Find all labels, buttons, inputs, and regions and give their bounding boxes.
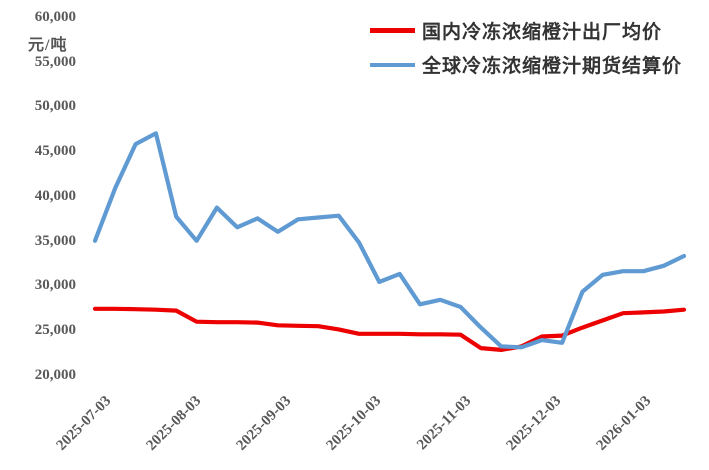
legend-item-domestic-price: 国内冷冻浓缩橙汁出厂均价 <box>370 18 682 43</box>
y-axis-tick-label: 20,000 <box>34 367 76 383</box>
y-axis-tick-label: 45,000 <box>34 143 76 159</box>
y-axis-tick-label: 50,000 <box>34 98 76 114</box>
legend-line-blue-icon <box>370 62 415 67</box>
y-axis-tick-label: 40,000 <box>34 188 76 204</box>
legend-label-domestic-price: 国内冷冻浓缩橙汁出厂均价 <box>422 22 663 43</box>
legend-item-global-futures: 全球冷冻浓缩橙汁期货结算价 <box>370 52 682 77</box>
series-line-domestic-price <box>92 306 687 352</box>
legend-label-global-futures: 全球冷冻浓缩橙汁期货结算价 <box>422 56 683 77</box>
y-axis-tick-label: 25,000 <box>34 322 76 338</box>
series-line-global-futures <box>92 131 687 350</box>
y-axis-tick-label: 30,000 <box>34 277 76 293</box>
y-axis-tick-label: 35,000 <box>34 233 76 249</box>
y-axis-unit-label: 元/吨 <box>28 37 68 54</box>
y-axis-tick-label: 60,000 <box>34 9 76 25</box>
legend: 国内冷冻浓缩橙汁出厂均价 全球冷冻浓缩橙汁期货结算价 <box>370 18 682 77</box>
y-axis-tick-label: 55,000 <box>34 54 76 70</box>
legend-line-red-icon <box>370 28 415 33</box>
